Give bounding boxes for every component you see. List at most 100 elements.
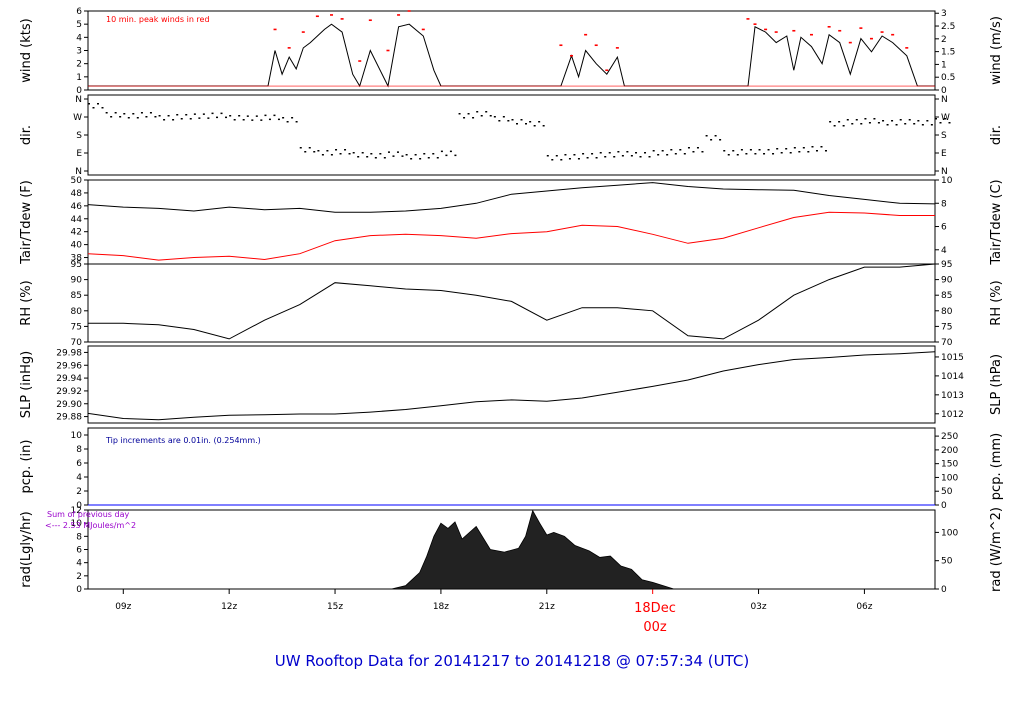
dir-point bbox=[330, 154, 333, 156]
dir-point bbox=[577, 158, 580, 160]
dir-point bbox=[639, 156, 642, 158]
dir-point bbox=[899, 119, 902, 121]
panel-frame-dir bbox=[87, 94, 936, 176]
dir-point bbox=[123, 113, 126, 115]
wind-peak-mark bbox=[838, 29, 842, 32]
dir-point bbox=[127, 117, 130, 119]
wind-peak-mark bbox=[584, 33, 588, 36]
right-tick-label-temp-2: 8 bbox=[941, 199, 947, 209]
y-label-left-temp: Tair/Tdew (F) bbox=[19, 180, 34, 265]
left-tick-label-wind-5: 5 bbox=[76, 20, 82, 30]
left-tick-label-wind-3: 3 bbox=[76, 47, 82, 57]
dir-point bbox=[692, 151, 695, 153]
dir-point bbox=[851, 123, 854, 125]
wind-peak-mark bbox=[859, 27, 863, 29]
dir-point bbox=[207, 117, 210, 119]
right-tick-label-dir-4: N bbox=[941, 95, 948, 105]
dir-point bbox=[467, 113, 470, 115]
right-tick-label-wind-0: 0 bbox=[941, 86, 947, 96]
tdew-line bbox=[87, 211, 935, 261]
dir-point bbox=[895, 124, 898, 126]
dir-point bbox=[877, 122, 880, 124]
wind-peak-mark bbox=[848, 41, 852, 44]
y-label-left-rh: RH (%) bbox=[19, 280, 34, 325]
dir-point bbox=[767, 149, 770, 151]
dir-point bbox=[701, 151, 704, 153]
dir-point bbox=[220, 112, 223, 115]
left-tick-label-slp-0: 29.88 bbox=[56, 413, 82, 423]
left-tick-label-pcp-3: 6 bbox=[76, 459, 82, 469]
wind-peak-mark bbox=[615, 47, 619, 49]
dir-point bbox=[180, 118, 183, 120]
dir-point bbox=[498, 120, 501, 122]
wind-peak-mark bbox=[905, 47, 909, 49]
dir-point bbox=[705, 135, 708, 137]
left-tick-label-pcp-1: 2 bbox=[76, 487, 82, 497]
right-tick-label-dir-2: S bbox=[941, 131, 947, 141]
dir-point bbox=[754, 153, 757, 155]
dir-point bbox=[657, 154, 660, 156]
dir-point bbox=[551, 159, 554, 161]
dir-point bbox=[189, 118, 192, 120]
dir-point bbox=[326, 150, 329, 152]
dir-point bbox=[736, 154, 739, 156]
dir-point bbox=[670, 149, 673, 151]
dir-point bbox=[798, 151, 801, 153]
x-day-hour-label: 00z bbox=[643, 620, 667, 635]
left-tick-label-rad-6: 12 bbox=[71, 506, 82, 516]
dir-point bbox=[617, 151, 620, 153]
rad-area bbox=[88, 509, 935, 590]
dir-point bbox=[432, 153, 435, 155]
dir-point bbox=[423, 153, 426, 155]
dir-point bbox=[140, 112, 143, 114]
dir-point bbox=[295, 121, 298, 123]
dir-point bbox=[383, 157, 386, 159]
dir-point bbox=[260, 119, 263, 121]
dir-point bbox=[820, 146, 823, 148]
right-tick-label-dir-1: E bbox=[941, 149, 947, 159]
left-tick-label-wind-0: 0 bbox=[76, 86, 82, 96]
right-tick-label-pcp-3: 150 bbox=[941, 460, 958, 470]
left-tick-label-temp-6: 50 bbox=[71, 176, 83, 186]
dir-point bbox=[242, 119, 245, 121]
dir-point bbox=[472, 117, 475, 119]
dir-point bbox=[405, 154, 408, 156]
dir-point bbox=[533, 125, 536, 127]
dir-point bbox=[410, 158, 413, 160]
dir-point bbox=[793, 147, 796, 149]
dir-point bbox=[361, 152, 364, 154]
dir-point bbox=[233, 119, 236, 121]
dir-point bbox=[202, 113, 205, 115]
x-day-label: 18Dec bbox=[634, 601, 676, 616]
x-tick-label-5: 03z bbox=[750, 602, 766, 612]
wind-peak-mark bbox=[569, 54, 573, 57]
dir-point bbox=[273, 114, 276, 117]
wind-peak-mark bbox=[386, 49, 390, 52]
dir-point bbox=[860, 123, 863, 125]
dir-point bbox=[485, 111, 488, 113]
dir-point bbox=[913, 123, 916, 125]
dir-point bbox=[926, 120, 929, 122]
left-tick-label-temp-5: 48 bbox=[71, 189, 83, 199]
left-tick-label-temp-4: 46 bbox=[71, 202, 83, 212]
y-label-right-wind: wind (m/s) bbox=[989, 16, 1004, 85]
right-tick-label-rh-0: 70 bbox=[941, 338, 953, 348]
x-tick-label-0: 09z bbox=[115, 602, 131, 612]
left-tick-label-temp-3: 44 bbox=[71, 215, 83, 225]
dir-point bbox=[621, 155, 624, 157]
dir-point bbox=[785, 148, 788, 150]
y-label-left-wind: wind (kts) bbox=[19, 18, 34, 82]
right-tick-label-pcp-5: 250 bbox=[941, 432, 958, 442]
y-label-right-rh: RH (%) bbox=[989, 280, 1004, 325]
dir-point bbox=[463, 117, 466, 119]
dir-point bbox=[92, 107, 95, 109]
dir-point bbox=[304, 151, 307, 153]
right-tick-label-rh-1: 75 bbox=[941, 322, 952, 332]
dir-point bbox=[935, 118, 937, 120]
y-label-right-pcp: pcp. (mm) bbox=[989, 433, 1004, 500]
dir-point bbox=[493, 116, 496, 118]
dir-point bbox=[555, 155, 558, 157]
dir-point bbox=[132, 113, 135, 115]
dir-point bbox=[489, 115, 492, 117]
dir-point bbox=[917, 120, 920, 122]
